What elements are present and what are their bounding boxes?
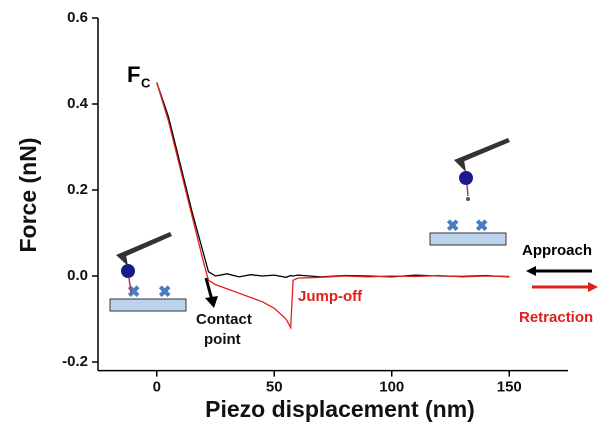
fc-label: F [127, 62, 140, 87]
legend-label: Retraction [519, 309, 593, 326]
y-tick-label: 0.6 [67, 9, 88, 26]
y-tick-label: 0.4 [67, 95, 89, 112]
fc-sub: C [141, 75, 151, 90]
legend-label: Approach [522, 242, 592, 259]
legend-arrowhead [526, 266, 536, 276]
svg-text:✖: ✖ [446, 218, 459, 235]
jump-label: Jump-off [298, 288, 363, 305]
svg-text:✖: ✖ [127, 284, 140, 301]
y-tick-label: 0.2 [67, 181, 88, 198]
legend-arrowhead [588, 282, 598, 292]
contact-arrow [204, 277, 218, 308]
data-line [156, 82, 510, 278]
y-tick-label: -0.2 [62, 353, 88, 370]
x-axis-title: Piezo displacement (nm) [205, 396, 475, 422]
x-tick-label: 150 [497, 379, 522, 396]
x-tick-label: 50 [266, 379, 283, 396]
x-tick-label: 0 [153, 379, 161, 396]
data-line [156, 82, 510, 330]
contact-label: Contact [196, 311, 252, 328]
x-tick-label: 100 [379, 379, 404, 396]
contact-label: point [204, 331, 241, 348]
y-tick-label: 0.0 [67, 267, 88, 284]
illustration-retract: ✖ ✖ [429, 138, 510, 246]
svg-text:✖: ✖ [475, 218, 488, 235]
illustration-contact: ✖ ✖ [109, 232, 187, 312]
svg-text:✖: ✖ [158, 284, 171, 301]
y-axis-title: Force (nN) [15, 138, 41, 253]
